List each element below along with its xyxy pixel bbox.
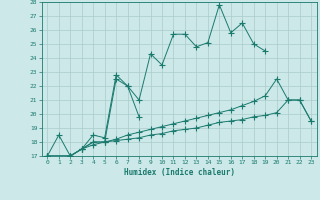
X-axis label: Humidex (Indice chaleur): Humidex (Indice chaleur) bbox=[124, 168, 235, 177]
